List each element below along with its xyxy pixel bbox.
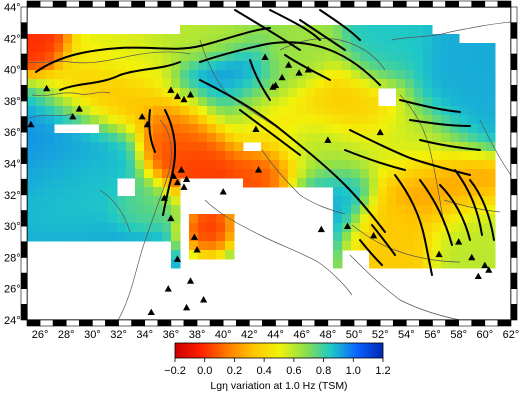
station-triangle bbox=[177, 166, 185, 173]
station-triangle bbox=[254, 166, 263, 173]
x-tick-label: 30° bbox=[84, 329, 101, 341]
station-triangle bbox=[186, 91, 195, 98]
fault-lines bbox=[35, 9, 495, 276]
map-frame bbox=[20, 0, 518, 327]
x-tick-label: 46° bbox=[293, 329, 310, 341]
x-tick-label: 34° bbox=[136, 329, 153, 341]
x-tick-label: 26° bbox=[32, 329, 49, 341]
station-triangle bbox=[376, 128, 384, 136]
country-borders bbox=[27, 21, 511, 320]
station-triangle bbox=[481, 261, 489, 269]
station-triangle bbox=[186, 277, 195, 284]
station-triangle bbox=[43, 84, 51, 92]
station-triangle bbox=[182, 303, 191, 311]
colorbar-tick-label: 0.0 bbox=[197, 365, 212, 377]
station-triangle bbox=[147, 308, 155, 316]
colorbar-ticks: −0.2 0.0 0.2 0.4 0.6 0.8 1.0 1.2 bbox=[164, 358, 391, 377]
y-tick-label: 40° bbox=[4, 65, 21, 77]
x-tick-label: 32° bbox=[110, 329, 127, 341]
station-triangle bbox=[278, 73, 286, 81]
station-triangle bbox=[169, 172, 178, 179]
y-tick-label: 26° bbox=[4, 284, 21, 296]
station-triangle bbox=[173, 178, 182, 186]
y-tick-label: 28° bbox=[4, 252, 21, 264]
station-triangle bbox=[164, 285, 172, 292]
x-tick-label: 60° bbox=[477, 329, 494, 341]
station-triangle bbox=[167, 214, 175, 222]
y-tick-label: 38° bbox=[4, 96, 21, 108]
station-triangle bbox=[199, 296, 208, 303]
station-triangle bbox=[138, 112, 146, 120]
colorbar-tick-label: 1.0 bbox=[346, 365, 361, 377]
colorbar-title: Lgη variation at 1.0 Hz (TSM) bbox=[210, 380, 347, 392]
station-triangle bbox=[324, 136, 332, 143]
y-tick-label: 24° bbox=[4, 315, 21, 327]
x-tick-label: 40° bbox=[215, 329, 232, 341]
x-axis-labels: 26° 28° 30° 32° 34° 36° 38° 40° 42° 44° 46° 48° 50° 5… bbox=[32, 329, 520, 341]
station-triangle bbox=[160, 194, 168, 201]
station-triangle bbox=[271, 81, 280, 89]
station-triangle bbox=[173, 92, 182, 100]
y-tick-label: 44° bbox=[4, 2, 21, 14]
x-tick-label: 42° bbox=[241, 329, 258, 341]
station-triangle bbox=[143, 120, 151, 128]
x-tick-label: 36° bbox=[163, 329, 180, 341]
station-triangle bbox=[182, 175, 191, 183]
y-tick-label: 32° bbox=[4, 190, 21, 202]
colorbar-tick-label: 0.2 bbox=[227, 365, 242, 377]
colorbar: −0.2 0.0 0.2 0.4 0.6 0.8 1.0 1.2 Lgη variation … bbox=[164, 342, 391, 392]
station-triangle bbox=[190, 233, 199, 240]
station-triangles bbox=[27, 53, 493, 316]
station-triangle bbox=[252, 125, 260, 132]
x-tick-label: 58° bbox=[450, 329, 467, 341]
station-triangle bbox=[295, 69, 303, 76]
station-triangle bbox=[167, 86, 175, 93]
colorbar-tick-label: 1.2 bbox=[375, 365, 390, 377]
station-triangle bbox=[304, 66, 312, 73]
colorbar-tick-label: 0.4 bbox=[256, 365, 271, 377]
x-tick-label: 56° bbox=[424, 329, 441, 341]
x-tick-label: 54° bbox=[398, 329, 415, 341]
station-triangle bbox=[193, 245, 201, 253]
station-triangle bbox=[173, 255, 182, 262]
station-triangle bbox=[180, 95, 188, 103]
colorbar-gradient bbox=[174, 342, 384, 359]
station-triangle bbox=[317, 225, 325, 233]
y-tick-label: 34° bbox=[4, 159, 21, 171]
x-tick-label: 44° bbox=[267, 329, 284, 341]
station-triangle bbox=[370, 231, 378, 239]
station-triangle bbox=[485, 266, 493, 273]
station-triangle bbox=[27, 120, 35, 128]
colorbar-tick-label: 0.8 bbox=[316, 365, 331, 377]
colorbar-tick-label: −0.2 bbox=[164, 365, 186, 377]
x-tick-label: 52° bbox=[372, 329, 389, 341]
station-triangle bbox=[455, 238, 463, 245]
x-tick-label: 50° bbox=[346, 329, 363, 341]
x-tick-label: 38° bbox=[189, 329, 206, 341]
station-triangle bbox=[261, 53, 269, 60]
station-triangle bbox=[69, 112, 77, 120]
y-axis-labels: 44° 42° 40° 38° 36° 34° 32° 30° 28° 26° 24° bbox=[4, 2, 21, 327]
station-triangle bbox=[435, 250, 443, 258]
y-tick-label: 36° bbox=[4, 127, 21, 139]
colorbar-tick-label: 0.6 bbox=[286, 365, 301, 377]
station-triangle bbox=[75, 105, 83, 112]
x-tick-label: 28° bbox=[58, 329, 75, 341]
station-triangle bbox=[468, 253, 476, 261]
x-tick-label: 48° bbox=[320, 329, 337, 341]
station-triangle bbox=[343, 222, 352, 229]
y-tick-label: 30° bbox=[4, 221, 21, 233]
x-tick-label: 62° bbox=[503, 329, 520, 341]
y-tick-label: 42° bbox=[4, 33, 21, 45]
station-triangle bbox=[219, 188, 227, 195]
station-triangle bbox=[474, 272, 482, 280]
station-triangle bbox=[285, 61, 293, 68]
station-triangle bbox=[180, 183, 188, 190]
